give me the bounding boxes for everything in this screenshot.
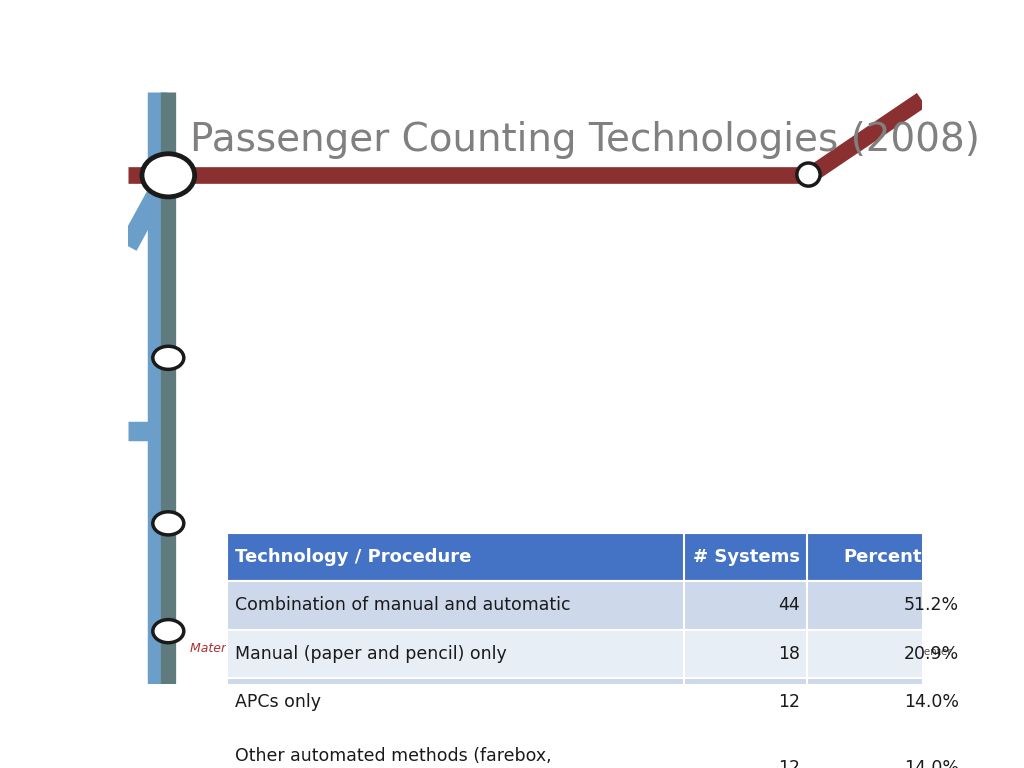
Text: Other automated methods (farebox,
hand-held units): Other automated methods (farebox, hand-h… bbox=[234, 747, 552, 768]
Text: 18: 18 bbox=[778, 645, 801, 663]
FancyBboxPatch shape bbox=[227, 533, 966, 581]
Text: Technology / Procedure: Technology / Procedure bbox=[234, 548, 471, 566]
FancyBboxPatch shape bbox=[227, 727, 966, 768]
FancyBboxPatch shape bbox=[227, 630, 966, 678]
Ellipse shape bbox=[153, 620, 183, 643]
Text: 12: 12 bbox=[778, 759, 801, 768]
Text: Southeastern Transportation Research,
Innovation, Development and Education Cent: Southeastern Transportation Research, In… bbox=[703, 633, 951, 657]
Text: Combination of manual and automatic: Combination of manual and automatic bbox=[234, 597, 570, 614]
Text: 14.0%: 14.0% bbox=[904, 759, 959, 768]
Text: APCs only: APCs only bbox=[234, 694, 321, 711]
Text: # Systems: # Systems bbox=[693, 548, 801, 566]
Ellipse shape bbox=[153, 511, 183, 535]
Text: 51.2%: 51.2% bbox=[904, 597, 959, 614]
Text: Percentage: Percentage bbox=[844, 548, 959, 566]
Ellipse shape bbox=[142, 154, 195, 197]
FancyBboxPatch shape bbox=[227, 581, 966, 630]
Text: 14.0%: 14.0% bbox=[904, 694, 959, 711]
Text: Manual (paper and pencil) only: Manual (paper and pencil) only bbox=[234, 645, 507, 663]
Text: 20.9%: 20.9% bbox=[904, 645, 959, 663]
Text: Passenger Counting Technologies (2008): Passenger Counting Technologies (2008) bbox=[190, 121, 980, 159]
Ellipse shape bbox=[797, 163, 820, 186]
Text: STRIDE: STRIDE bbox=[616, 628, 752, 661]
Text: 12: 12 bbox=[778, 694, 801, 711]
Ellipse shape bbox=[153, 346, 183, 369]
FancyBboxPatch shape bbox=[227, 678, 966, 727]
Text: Materials developed by K. Watkins, J. LaMondia and C. Brakewood: Materials developed by K. Watkins, J. La… bbox=[190, 641, 603, 654]
Text: 44: 44 bbox=[778, 597, 801, 614]
